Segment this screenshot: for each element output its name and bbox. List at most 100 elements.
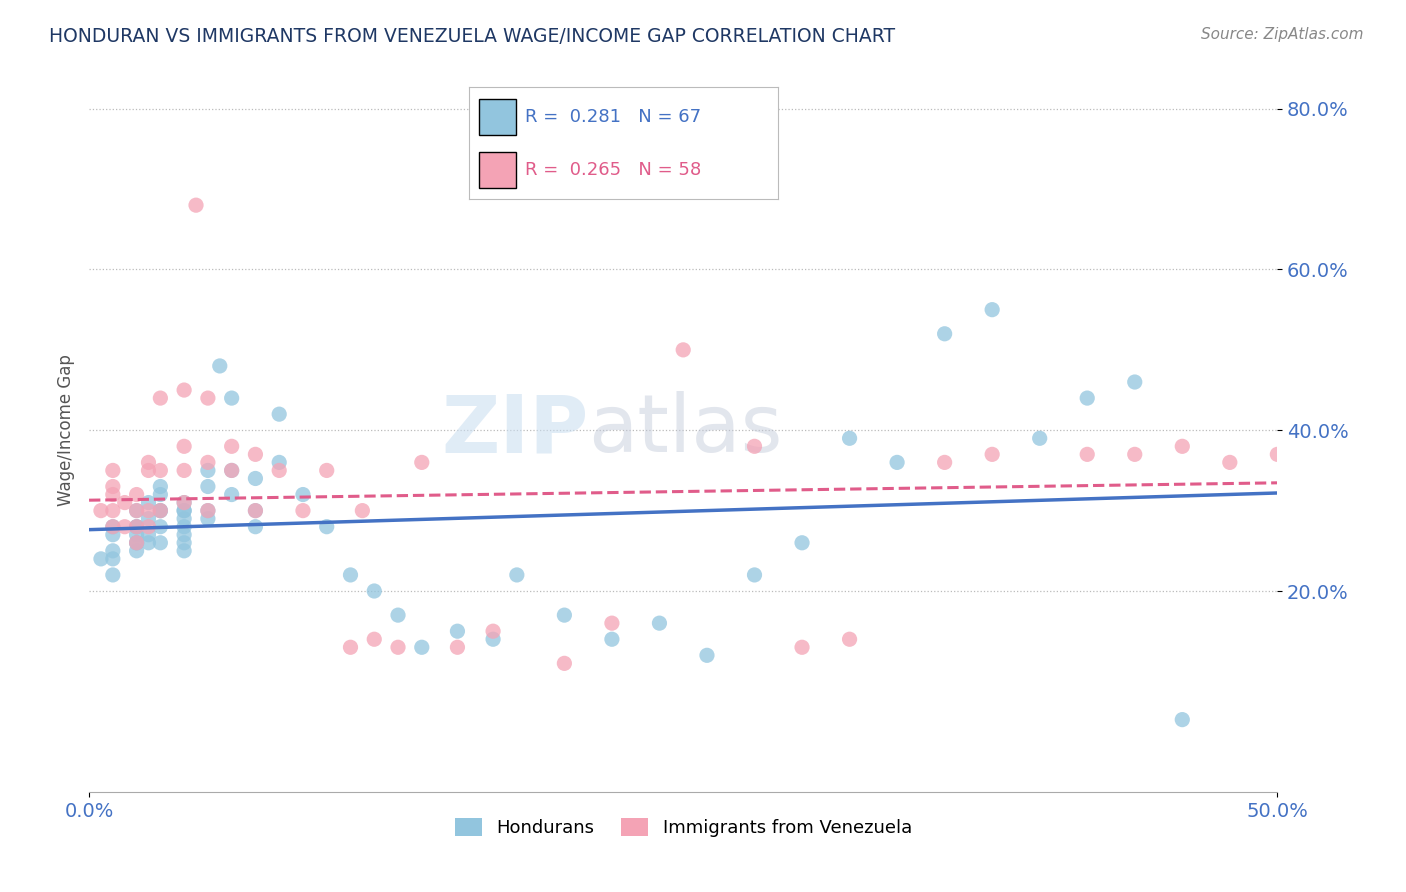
Point (245, 447, 267, 461)
Point (446, 624, 468, 639)
Point (101, 544, 124, 558)
Point (173, 527, 195, 541)
Point (197, 503, 219, 517)
Legend: Hondurans, Immigrants from Venezuela: Hondurans, Immigrants from Venezuela (447, 811, 920, 845)
Point (315, 463, 337, 477)
Point (221, 391, 243, 405)
Point (886, 455, 908, 469)
Point (553, 657, 575, 671)
Text: ZIP: ZIP (441, 392, 588, 469)
Point (101, 568, 124, 582)
Text: atlas: atlas (588, 392, 783, 469)
Point (101, 479, 124, 493)
Point (149, 535, 172, 549)
Point (197, 463, 219, 477)
Point (138, 511, 160, 525)
Point (173, 544, 195, 558)
Point (482, 624, 505, 639)
Point (138, 519, 160, 533)
Point (600, 632, 623, 647)
Point (648, 616, 671, 631)
Point (197, 479, 219, 493)
Point (125, 519, 148, 533)
Y-axis label: Wage/Income Gap: Wage/Income Gap (58, 354, 75, 506)
Point (363, 632, 385, 647)
Point (934, 455, 956, 469)
Point (600, 616, 623, 631)
Point (1076, 391, 1098, 405)
Point (315, 519, 337, 533)
Point (101, 519, 124, 533)
Point (1028, 431, 1050, 445)
Point (838, 431, 860, 445)
Point (245, 503, 267, 517)
Point (173, 383, 195, 397)
Point (149, 519, 172, 533)
Point (553, 608, 575, 623)
Point (838, 632, 860, 647)
Point (138, 495, 160, 509)
Point (291, 503, 314, 517)
Point (744, 439, 766, 453)
Point (138, 527, 160, 541)
Point (245, 471, 267, 485)
Point (138, 503, 160, 517)
Point (981, 447, 1004, 461)
Point (173, 463, 195, 477)
Point (411, 455, 433, 469)
Point (114, 495, 136, 509)
Point (125, 535, 148, 549)
Point (173, 503, 195, 517)
Point (790, 535, 813, 549)
Point (173, 439, 195, 453)
Point (101, 487, 124, 501)
Point (269, 407, 291, 421)
Point (114, 519, 136, 533)
Point (446, 640, 468, 655)
Point (197, 455, 219, 469)
Point (184, 198, 207, 212)
Point (173, 535, 195, 549)
Point (125, 535, 148, 549)
Point (208, 359, 231, 373)
Text: HONDURAN VS IMMIGRANTS FROM VENEZUELA WAGE/INCOME GAP CORRELATION CHART: HONDURAN VS IMMIGRANTS FROM VENEZUELA WA… (49, 27, 896, 45)
Point (245, 519, 267, 533)
Point (125, 503, 148, 517)
Point (934, 326, 956, 341)
Point (101, 519, 124, 533)
Point (149, 503, 172, 517)
Point (125, 527, 148, 541)
Point (506, 568, 529, 582)
Point (1219, 455, 1241, 469)
Point (221, 439, 243, 453)
Point (1123, 375, 1146, 389)
Point (173, 503, 195, 517)
Point (221, 463, 243, 477)
Point (1313, 447, 1336, 461)
Point (101, 503, 124, 517)
Point (125, 487, 148, 501)
Point (291, 487, 314, 501)
Point (245, 503, 267, 517)
Point (197, 511, 219, 525)
Point (672, 343, 695, 357)
Point (352, 503, 374, 517)
Point (101, 552, 124, 566)
Point (363, 584, 385, 599)
Point (790, 640, 813, 655)
Point (173, 519, 195, 533)
Point (125, 544, 148, 558)
Point (90, 503, 112, 517)
Point (90, 552, 112, 566)
Point (125, 535, 148, 549)
Point (101, 527, 124, 541)
Point (411, 640, 433, 655)
Point (173, 495, 195, 509)
Point (101, 463, 124, 477)
Point (1361, 439, 1384, 453)
Point (149, 463, 172, 477)
Point (173, 495, 195, 509)
Point (173, 511, 195, 525)
Point (269, 463, 291, 477)
Point (125, 519, 148, 533)
